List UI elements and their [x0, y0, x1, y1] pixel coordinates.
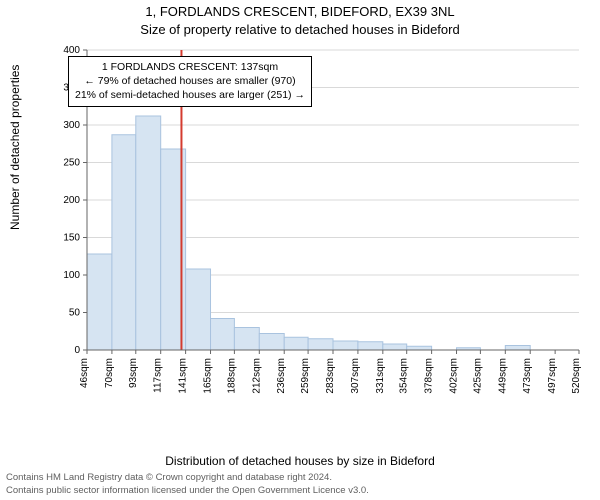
- svg-text:100: 100: [63, 270, 80, 281]
- svg-text:402sqm: 402sqm: [449, 358, 460, 394]
- svg-text:378sqm: 378sqm: [424, 358, 435, 394]
- x-axis-label: Distribution of detached houses by size …: [0, 454, 600, 468]
- annotation-line2: ← 79% of detached houses are smaller (97…: [75, 74, 305, 88]
- svg-text:188sqm: 188sqm: [226, 358, 237, 394]
- svg-text:150: 150: [63, 233, 80, 244]
- footer-line2: Contains public sector information licen…: [6, 485, 594, 498]
- svg-text:70sqm: 70sqm: [104, 358, 115, 388]
- svg-text:259sqm: 259sqm: [300, 358, 311, 394]
- svg-text:212sqm: 212sqm: [251, 358, 262, 394]
- svg-text:236sqm: 236sqm: [276, 358, 287, 394]
- svg-text:283sqm: 283sqm: [325, 358, 336, 394]
- annotation-box: 1 FORDLANDS CRESCENT: 137sqm ← 79% of de…: [68, 56, 312, 107]
- footer-line1: Contains HM Land Registry data © Crown c…: [6, 472, 594, 485]
- svg-text:307sqm: 307sqm: [350, 358, 361, 394]
- svg-text:46sqm: 46sqm: [79, 358, 90, 388]
- svg-text:520sqm: 520sqm: [571, 358, 582, 394]
- svg-text:331sqm: 331sqm: [375, 358, 386, 394]
- svg-text:425sqm: 425sqm: [472, 358, 483, 394]
- svg-text:141sqm: 141sqm: [178, 358, 189, 394]
- svg-text:497sqm: 497sqm: [547, 358, 558, 394]
- svg-text:117sqm: 117sqm: [153, 358, 164, 393]
- svg-text:400: 400: [63, 45, 80, 56]
- svg-text:165sqm: 165sqm: [203, 358, 214, 394]
- y-axis-label: Number of detached properties: [8, 65, 22, 230]
- chart-title-sub: Size of property relative to detached ho…: [0, 22, 600, 37]
- svg-text:93sqm: 93sqm: [128, 358, 139, 388]
- svg-text:354sqm: 354sqm: [399, 358, 410, 394]
- svg-text:473sqm: 473sqm: [522, 358, 533, 394]
- svg-text:200: 200: [63, 195, 80, 206]
- svg-text:0: 0: [74, 345, 80, 356]
- svg-text:50: 50: [69, 308, 81, 319]
- chart-container: 1, FORDLANDS CRESCENT, BIDEFORD, EX39 3N…: [0, 0, 600, 500]
- annotation-line1: 1 FORDLANDS CRESCENT: 137sqm: [75, 60, 305, 74]
- svg-text:449sqm: 449sqm: [497, 358, 508, 394]
- svg-text:300: 300: [63, 120, 80, 131]
- svg-text:250: 250: [63, 158, 80, 169]
- chart-title-main: 1, FORDLANDS CRESCENT, BIDEFORD, EX39 3N…: [0, 4, 600, 19]
- footer: Contains HM Land Registry data © Crown c…: [0, 472, 600, 500]
- annotation-line3: 21% of semi-detached houses are larger (…: [75, 88, 305, 102]
